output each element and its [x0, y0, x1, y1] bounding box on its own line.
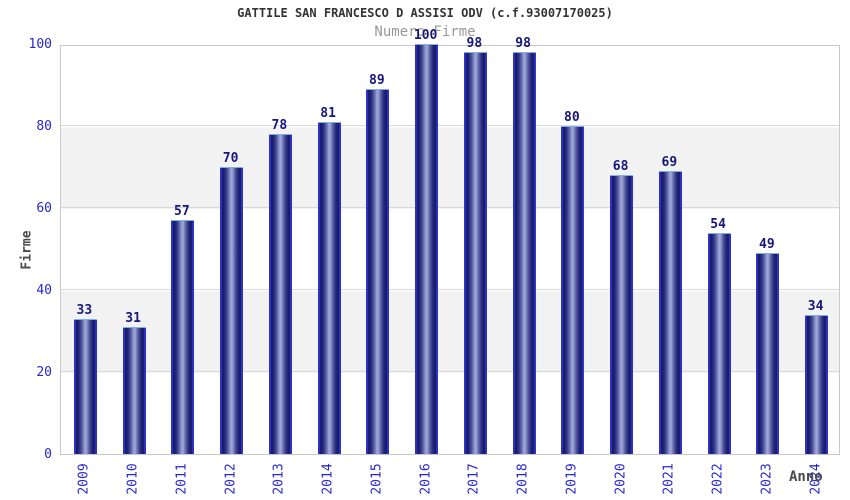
- bar-value-label: 54: [710, 216, 726, 232]
- bar-value-label: 89: [369, 73, 385, 89]
- bar-2015: [366, 89, 390, 454]
- x-tick-label: 2022: [710, 463, 726, 495]
- x-tick-label: 2011: [174, 463, 190, 495]
- x-tick-label: 2009: [76, 463, 92, 495]
- chart-subtitle: Numero Firme: [374, 24, 476, 40]
- bar-2022: [707, 232, 731, 454]
- bar-value-label: 100: [413, 28, 438, 43]
- x-axis-title: Anno: [789, 469, 823, 485]
- x-tick-label: 2015: [369, 463, 385, 495]
- bar-value-label: 98: [515, 36, 531, 52]
- x-tick-label: 2014: [320, 463, 336, 495]
- y-tick-label: 80: [36, 119, 52, 134]
- bar-value-label: 98: [466, 36, 483, 52]
- x-tick-label: 2010: [125, 463, 141, 495]
- x-tick-label: 2019: [564, 463, 580, 495]
- y-tick-label: 100: [28, 37, 52, 52]
- bar-2016: [415, 44, 439, 454]
- y-tick-label: 40: [36, 283, 52, 298]
- bar-value-label: 80: [564, 110, 580, 125]
- bar-2018: [512, 52, 536, 454]
- chart-title: GATTILE SAN FRANCESCO D ASSISI ODV (c.f.…: [237, 6, 613, 20]
- bar-2012: [220, 167, 244, 454]
- x-tick-label: 2016: [418, 463, 434, 495]
- y-tick-label: 0: [44, 447, 52, 462]
- bar-value-label: 68: [612, 159, 629, 175]
- x-tick-label: 2021: [661, 463, 677, 495]
- bar-2013: [268, 134, 292, 454]
- gridline: [61, 125, 839, 126]
- bar-2014: [317, 121, 341, 454]
- bar-2009: [73, 318, 97, 454]
- gridline: [61, 289, 839, 290]
- gridline: [61, 371, 839, 372]
- bar-2023: [756, 253, 780, 454]
- bar-value-label: 33: [76, 302, 93, 318]
- bar-value-label: 57: [174, 204, 190, 220]
- bar-2020: [610, 175, 634, 454]
- bar-value-label: 81: [320, 105, 336, 121]
- bar-value-label: 49: [759, 237, 775, 253]
- x-tick-label: 2023: [759, 463, 775, 495]
- bar-2021: [658, 171, 682, 454]
- x-tick-label: 2012: [223, 463, 239, 495]
- bar-value-label: 70: [222, 151, 239, 166]
- bar-2024: [805, 314, 829, 454]
- plot-area: [60, 44, 840, 455]
- bar-2019: [561, 126, 585, 454]
- bar-value-label: 69: [661, 155, 678, 171]
- bar-value-label: 31: [125, 310, 141, 326]
- bar-2010: [122, 326, 146, 454]
- y-tick-label: 60: [36, 201, 52, 216]
- y-tick-label: 20: [36, 365, 52, 380]
- bar-2011: [171, 220, 195, 454]
- gridline: [61, 207, 839, 208]
- x-tick-label: 2017: [466, 463, 482, 495]
- x-tick-label: 2013: [271, 463, 287, 495]
- x-tick-label: 2018: [515, 463, 531, 495]
- bar-2017: [463, 52, 487, 454]
- x-tick-label: 2020: [613, 463, 629, 495]
- bar-value-label: 78: [271, 118, 288, 134]
- y-axis-title: Firme: [19, 230, 35, 270]
- bar-value-label: 34: [807, 298, 824, 314]
